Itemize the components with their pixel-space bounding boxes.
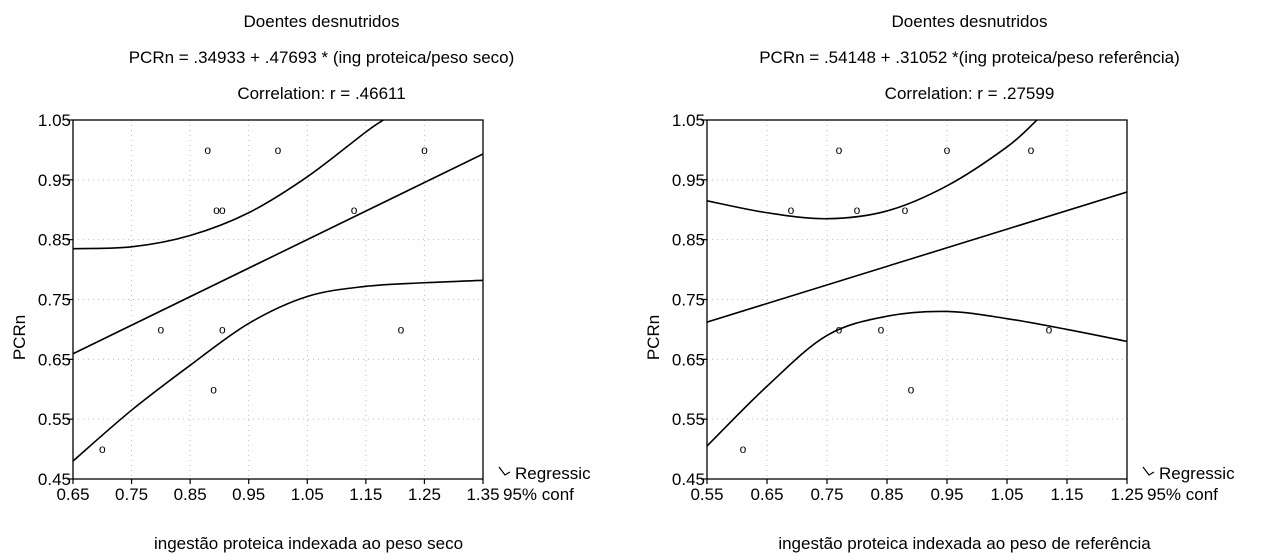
x-tick-label: 0.55 [690,485,723,504]
data-point: o [908,382,915,396]
confidence-band-upper [73,120,384,250]
data-point: o [1046,322,1053,336]
right-chart-panel: Doentes desnutridos PCRn = .54148 + .310… [643,0,1286,560]
data-point: o [398,322,405,336]
data-point: o [158,322,165,336]
y-tick-label: 0.85 [672,231,705,250]
x-tick-label: 0.75 [810,485,843,504]
confidence-band-lower [73,279,483,462]
x-tick-label: 1.25 [408,485,441,504]
x-tick-label: 0.75 [115,485,148,504]
correlation-text: Correlation: r = .46611 [237,84,406,103]
legend-confidence-label: 95% conf [503,485,574,504]
legend-confidence-label: 95% conf [1147,485,1218,504]
chart-title: Doentes desnutridos [891,12,1048,31]
data-point: o [902,203,909,217]
y-tick-label: 0.85 [38,231,71,250]
data-point: o [204,143,211,157]
x-tick-label: 0.85 [870,485,903,504]
x-tick-label: 1.25 [1110,485,1143,504]
x-axis-label: ingestão proteica indexada ao peso seco [153,534,464,553]
data-point: o [275,143,282,157]
y-tick-label: 1.05 [672,111,705,130]
y-tick-label: 0.95 [38,171,71,190]
y-axis-label: PCRn [10,315,29,360]
y-tick-label: 0.65 [38,350,71,369]
regression-equation: PCRn = .54148 + .31052 *(ing proteica/pe… [759,48,1180,67]
data-point: o [836,322,843,336]
data-point: o [213,203,220,217]
x-tick-label: 0.65 [750,485,783,504]
y-tick-label: 0.95 [672,171,705,190]
x-axis-label: ingestão proteica indexada ao peso de re… [778,534,1151,553]
chart-title: Doentes desnutridos [243,12,400,31]
x-tick-label: 1.05 [990,485,1023,504]
data-point: o [210,382,217,396]
x-tick-label: 0.65 [56,485,89,504]
regression-line [707,191,1127,323]
legend-regression-label: Regressic [1159,464,1235,483]
left-chart-panel: Doentes desnutridos PCRn = .34933 + .476… [10,12,591,553]
y-tick-label: 0.75 [672,291,705,310]
y-tick-label: 0.45 [38,470,71,489]
x-tick-label: 1.15 [349,485,382,504]
confidence-band-upper [707,120,1038,220]
data-point: o [944,143,951,157]
regression-line [73,153,483,355]
data-point: o [854,203,861,217]
data-point: o [1028,143,1035,157]
data-point: o [351,203,358,217]
correlation-text: Correlation: r = .27599 [884,84,1055,103]
x-tick-label: 0.95 [232,485,265,504]
y-tick-label: 0.55 [38,410,71,429]
data-point: o [219,322,226,336]
data-point: o [99,442,106,456]
confidence-band-lower [707,310,1127,447]
y-tick-label: 1.05 [38,111,71,130]
x-tick-label: 0.95 [930,485,963,504]
data-point: o [219,203,226,217]
scatter-plot-left: 0.45 0.55 0.65 0.75 0.85 0.95 1.05 0.65 0.75 0.85… [10,111,591,504]
data-point: o [836,143,843,157]
x-tick-label: 1.35 [466,485,499,504]
x-tick-label: 1.05 [291,485,324,504]
data-point: o [740,442,747,456]
data-point: o [421,143,428,157]
legend-regression-label: Regressic [515,464,591,483]
legend-regression-icon [498,466,511,476]
x-tick-label: 1.15 [1050,485,1083,504]
y-tick-label: 0.65 [672,350,705,369]
x-tick-label: 0.85 [174,485,207,504]
data-point: o [878,322,885,336]
y-tick-label: 0.45 [672,470,705,489]
legend-regression-icon [1142,466,1155,476]
y-axis-label: PCRn [644,315,663,360]
regression-equation: PCRn = .34933 + .47693 * (ing proteica/p… [128,48,515,67]
data-point: o [788,203,795,217]
y-tick-label: 0.55 [672,410,705,429]
scatter-plot-right: 0.450.550.650.750.850.951.050.55 0.65 0.75… [644,111,1235,504]
y-tick-label: 0.75 [38,291,71,310]
